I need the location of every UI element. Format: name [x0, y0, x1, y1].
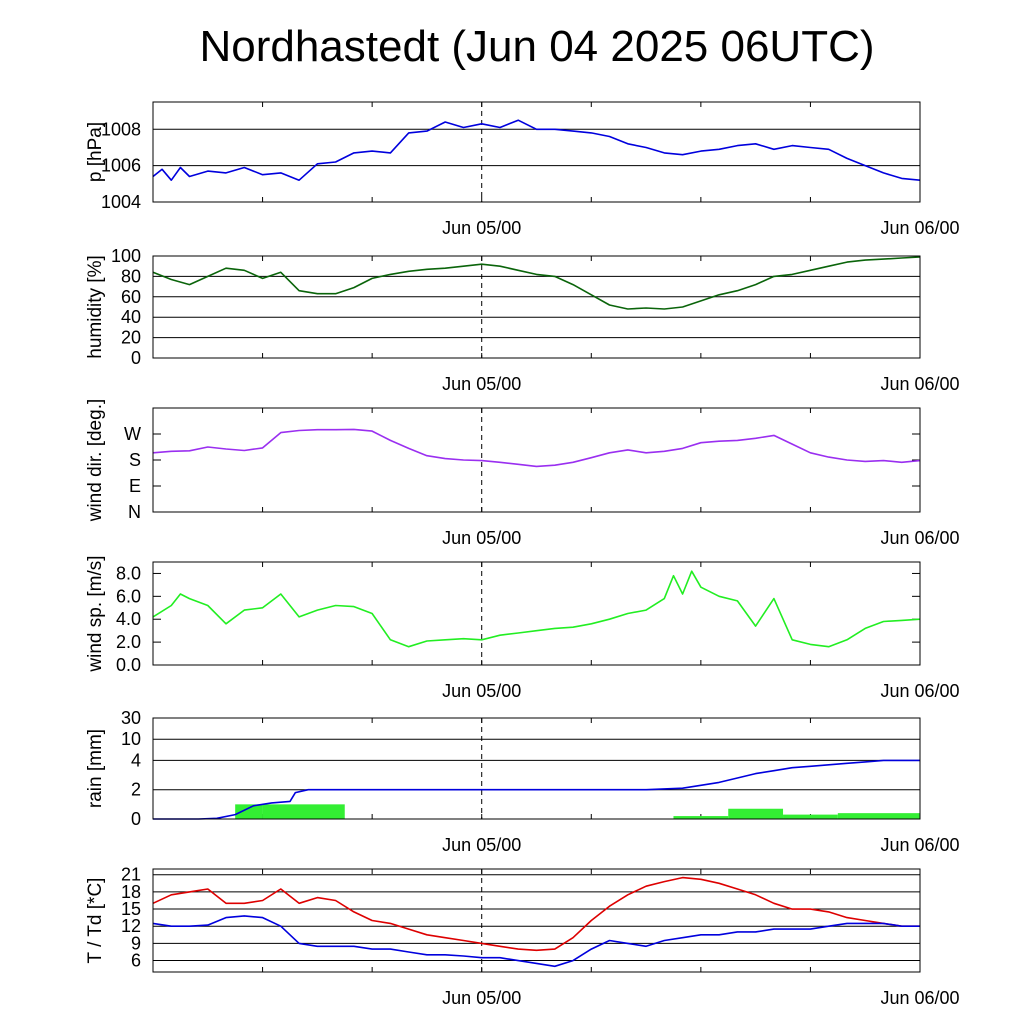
y-tick-label: 15	[121, 899, 141, 919]
x-tick-label: Jun 05/00	[442, 681, 521, 701]
rain-bar	[262, 804, 345, 819]
y-axis-label: T / Td [*C]	[85, 878, 106, 964]
plot-frame	[152, 101, 921, 203]
series-line-1	[152, 428, 921, 468]
x-tick-label: Jun 05/00	[442, 988, 521, 1008]
x-tick-label: Jun 05/00	[442, 218, 521, 238]
y-tick-label: 9	[131, 933, 141, 953]
y-tick-label: 2	[131, 780, 141, 800]
y-tick-label: 4	[131, 750, 141, 770]
y-tick-label: 12	[121, 916, 141, 936]
y-tick-label: 30	[121, 708, 141, 728]
y-axis-label: humidity [%]	[85, 255, 106, 358]
rain-bar	[673, 816, 729, 819]
x-tick-label: Jun 05/00	[442, 374, 521, 394]
y-tick-label: W	[124, 424, 141, 444]
series-line-1	[152, 570, 921, 648]
x-tick-label: Jun 05/00	[442, 528, 521, 548]
y-tick-label: 4.0	[116, 609, 141, 629]
y-tick-label: 8.0	[116, 563, 141, 583]
y-axis-label: wind dir. [deg.]	[85, 399, 106, 523]
plot-frame	[152, 868, 921, 973]
y-tick-label: E	[129, 476, 141, 496]
x-tick-label: Jun 06/00	[880, 988, 959, 1008]
y-tick-label: N	[128, 502, 141, 522]
y-tick-label: 0.0	[116, 655, 141, 675]
rain-bar	[728, 808, 784, 819]
y-axis-label: wind sp. [m/s]	[85, 555, 106, 672]
rain-bar	[783, 814, 838, 819]
series-line-2	[152, 915, 920, 968]
y-tick-label: 40	[121, 307, 141, 327]
y-tick-label: 0	[131, 348, 141, 368]
plot-frame	[152, 407, 921, 513]
x-tick-label: Jun 06/00	[880, 835, 959, 855]
series-line-1	[152, 876, 920, 952]
y-axis-label: p [hPa]	[85, 122, 106, 182]
plot-frame	[152, 255, 921, 359]
x-tick-label: Jun 06/00	[880, 374, 959, 394]
x-tick-label: Jun 05/00	[442, 835, 521, 855]
y-tick-label: 80	[121, 266, 141, 286]
y-tick-label: 1008	[101, 119, 141, 139]
y-tick-label: 0	[131, 809, 141, 829]
plot-frame	[152, 561, 921, 666]
y-tick-label: 2.0	[116, 632, 141, 652]
page-title: Nordhastedt (Jun 04 2025 06UTC)	[199, 22, 875, 71]
y-tick-label: 6	[131, 951, 141, 971]
y-tick-label: 18	[121, 882, 141, 902]
y-axis-label: rain [mm]	[85, 729, 106, 808]
rain-bar	[235, 804, 263, 819]
x-tick-label: Jun 06/00	[880, 528, 959, 548]
series-line-1	[152, 119, 921, 181]
x-tick-label: Jun 06/00	[880, 218, 959, 238]
series-line-1	[153, 759, 920, 820]
y-tick-label: 21	[121, 865, 141, 885]
chart-panel-4: 0.0 2.0 4.0 6.0 8.0 wind sp. [m/s] Jun 05/00 Ju…	[85, 555, 960, 701]
y-tick-label: 20	[121, 328, 141, 348]
y-tick-label: 1004	[101, 192, 141, 212]
y-tick-label: 100	[111, 246, 141, 266]
series-line-1	[152, 256, 921, 310]
y-tick-label: 1006	[101, 156, 141, 176]
y-tick-label: 10	[121, 729, 141, 749]
y-tick-label: 60	[121, 287, 141, 307]
plot-frame	[152, 717, 921, 820]
rain-bar	[837, 813, 920, 819]
x-tick-label: Jun 06/00	[880, 681, 959, 701]
y-tick-label: S	[129, 450, 141, 470]
y-tick-label: 6.0	[116, 586, 141, 606]
